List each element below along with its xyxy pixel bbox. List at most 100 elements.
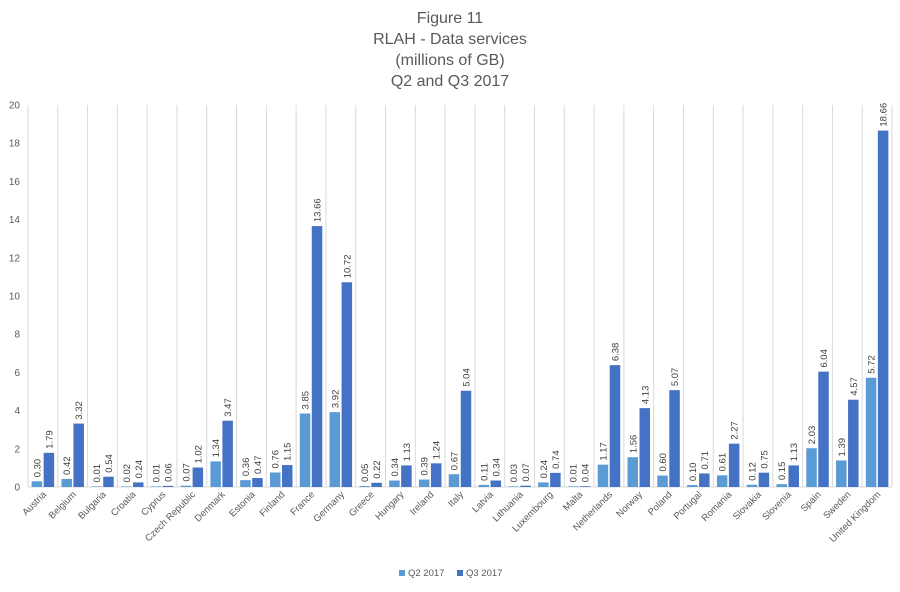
x-tick-label: Finland [258, 489, 288, 519]
bar-q2 [567, 486, 579, 487]
y-tick-label: 0 [14, 483, 20, 494]
y-tick-label: 10 [9, 292, 21, 303]
data-label: 0.04 [581, 464, 592, 483]
data-label: 4.57 [849, 377, 860, 396]
bar-q2 [806, 448, 817, 487]
data-label: 0.36 [241, 458, 252, 477]
data-label: 5.72 [867, 355, 878, 374]
data-label: 0.74 [551, 450, 562, 469]
data-label: 0.75 [759, 450, 770, 469]
x-tick-label: France [288, 489, 317, 518]
bar-q3 [818, 371, 829, 487]
x-tick-label: Latvia [470, 489, 496, 515]
data-label: 13.66 [313, 198, 324, 222]
data-label: 0.01 [152, 464, 163, 483]
x-tick-label: Estonia [227, 489, 258, 520]
bar-q3 [430, 463, 442, 487]
data-label: 0.22 [372, 460, 383, 479]
bar-q2 [389, 480, 400, 487]
bar-q3 [281, 465, 293, 487]
data-label: 0.34 [390, 458, 401, 477]
bar-q2 [31, 481, 43, 487]
bar-q3 [460, 390, 472, 487]
x-tick-label: Bulgaria [76, 489, 109, 522]
bar-q2 [299, 413, 311, 487]
bar-q2 [746, 484, 758, 487]
data-label: 2.03 [807, 426, 818, 445]
x-tick-label: Italy [446, 489, 466, 509]
data-label: 5.04 [462, 368, 473, 387]
data-label: 0.30 [32, 459, 43, 478]
x-tick-label: Austria [20, 489, 49, 518]
bar-q2 [538, 482, 549, 487]
x-tick-label: Croatia [109, 489, 139, 519]
bar-q3 [699, 473, 710, 487]
data-label: 10.72 [342, 254, 353, 278]
data-label: 1.13 [402, 443, 413, 462]
bar-q3 [192, 467, 204, 487]
data-label: 0.06 [164, 463, 175, 482]
chart-title-line-4: Q2 and Q3 2017 [390, 73, 510, 90]
legend-label: Q2 2017 [408, 568, 444, 579]
bar-q2 [716, 475, 728, 487]
x-tick-label: Malta [561, 489, 586, 514]
bar-q2 [359, 486, 370, 487]
data-label: 4.13 [640, 386, 651, 405]
y-tick-label: 18 [9, 139, 21, 150]
bar-q2 [121, 486, 132, 487]
data-label: 1.56 [628, 435, 639, 454]
data-label: 3.47 [223, 398, 234, 417]
bar-q3 [490, 480, 502, 487]
data-label: 0.01 [569, 464, 580, 483]
bar-q2 [478, 484, 490, 487]
data-label: 5.07 [670, 368, 681, 387]
bar-q2 [180, 485, 192, 487]
data-label: 0.15 [777, 462, 788, 481]
bar-q3 [609, 365, 621, 487]
bar-q2 [776, 484, 787, 487]
data-label: 0.11 [479, 463, 490, 481]
bar-q3 [252, 478, 263, 487]
bar-q3 [669, 390, 680, 487]
data-label: 1.13 [789, 443, 800, 462]
bar-q2 [240, 480, 251, 487]
legend-swatch [399, 570, 405, 576]
chart-title-line-3: (millions of GB) [395, 52, 505, 69]
x-tick-label: Poland [646, 489, 675, 518]
bar-q2 [448, 474, 460, 487]
x-tick-label: Slovakia [731, 489, 765, 523]
x-tick-label: Spain [799, 489, 824, 514]
y-tick-label: 12 [9, 253, 21, 264]
bar-q3 [877, 130, 889, 487]
bar-q2 [627, 457, 639, 487]
data-label: 1.39 [837, 438, 848, 457]
bar-q2 [687, 485, 698, 487]
data-label: 0.01 [92, 464, 103, 483]
y-tick-label: 6 [14, 368, 20, 379]
data-label: 1.34 [211, 439, 222, 458]
y-tick-label: 2 [14, 444, 20, 455]
data-label: 0.03 [509, 464, 520, 483]
data-label: 3.92 [330, 390, 341, 409]
bar-q3 [639, 408, 651, 487]
data-label: 1.24 [432, 441, 443, 460]
chart-title-line-1: Figure 11 [416, 10, 484, 27]
legend-swatch [457, 570, 463, 576]
data-label: 0.24 [539, 460, 550, 479]
bar-q2 [418, 479, 430, 487]
bar-q2 [657, 475, 668, 487]
y-tick-label: 4 [14, 406, 20, 417]
data-label: 1.17 [598, 442, 609, 461]
bar-q2 [508, 486, 519, 487]
bar-q3 [550, 472, 561, 487]
bar-q3 [103, 476, 114, 487]
bar-q3 [43, 452, 55, 487]
chart-title-line-2: RLAH - Data services [373, 31, 527, 48]
data-label: 0.24 [134, 460, 145, 479]
data-label: 6.04 [819, 349, 830, 368]
data-label: 0.54 [104, 454, 115, 473]
x-tick-label: Hungary [373, 489, 406, 522]
bar-q3 [341, 282, 353, 487]
bar-q2 [61, 478, 72, 487]
bar-q3 [579, 486, 591, 487]
